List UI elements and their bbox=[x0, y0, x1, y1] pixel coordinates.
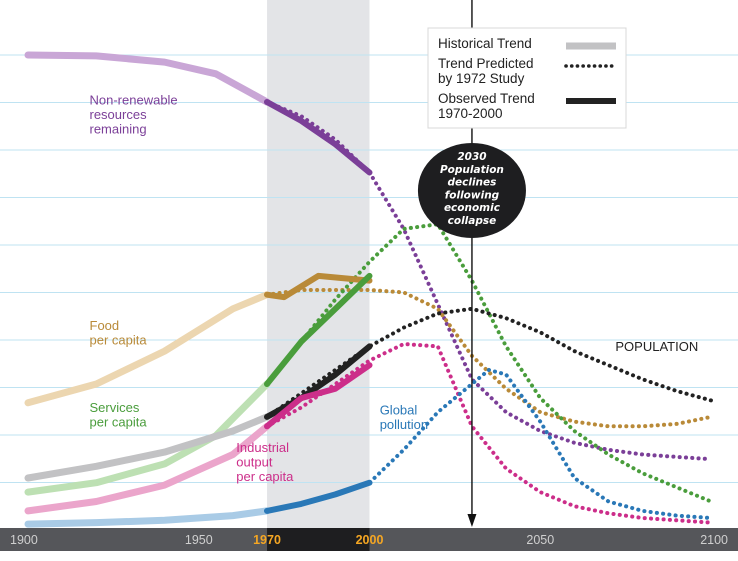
pollution-observed-line bbox=[264, 479, 373, 514]
x-tick-label: 2000 bbox=[356, 533, 384, 547]
x-tick-label: 1900 bbox=[10, 533, 38, 547]
food-observed-line bbox=[264, 272, 373, 301]
industrial-predicted-line bbox=[265, 342, 713, 525]
services-series-label: Services per capita bbox=[90, 400, 148, 430]
food-series-label: Food per capita bbox=[90, 318, 148, 348]
industrial-series-label: Industrial output per capita bbox=[236, 440, 294, 484]
nonrenewable-predicted-line bbox=[265, 100, 713, 462]
legend: Historical Trend Trend Predicted by 1972 S… bbox=[427, 27, 627, 129]
services-historical-line bbox=[24, 380, 271, 496]
population-historical-line bbox=[24, 413, 271, 482]
x-tick-label: 2100 bbox=[700, 533, 728, 547]
pollution-series-label: Global pollution bbox=[380, 403, 428, 433]
collapse-callout bbox=[417, 143, 526, 238]
x-tick-label: 1970 bbox=[253, 533, 281, 547]
collapse-marker-arrow bbox=[467, 514, 477, 527]
x-tick-label: 2050 bbox=[526, 533, 554, 547]
legend-entry-observed-label: Observed Trend 1970-2000 bbox=[438, 91, 535, 121]
industrial-observed-line bbox=[264, 362, 373, 430]
nonrenewable-observed-line bbox=[264, 99, 373, 176]
population-predicted-line bbox=[265, 306, 713, 419]
food-historical-line bbox=[24, 291, 271, 407]
x-tick-label: 1950 bbox=[185, 533, 213, 547]
x-axis-band-highlight bbox=[267, 528, 370, 551]
services-observed-line bbox=[264, 272, 373, 387]
population-series-label: POPULATION bbox=[615, 339, 698, 354]
observed-period-band bbox=[267, 0, 370, 528]
pollution-historical-line bbox=[24, 507, 271, 528]
population-observed-line bbox=[264, 343, 373, 420]
nonrenewable-historical-line bbox=[24, 51, 271, 106]
industrial-historical-line bbox=[24, 422, 271, 515]
legend-entry-historical-label: Historical Trend bbox=[438, 36, 532, 51]
collapse-callout-text: 2030 Population declines following economic c… bbox=[440, 151, 504, 227]
food-predicted-line bbox=[265, 288, 713, 429]
nonrenewable-series-label: Non-renewable resources remaining bbox=[90, 92, 178, 136]
legend-entry-predicted-label: Trend Predicted by 1972 Study bbox=[438, 56, 534, 86]
